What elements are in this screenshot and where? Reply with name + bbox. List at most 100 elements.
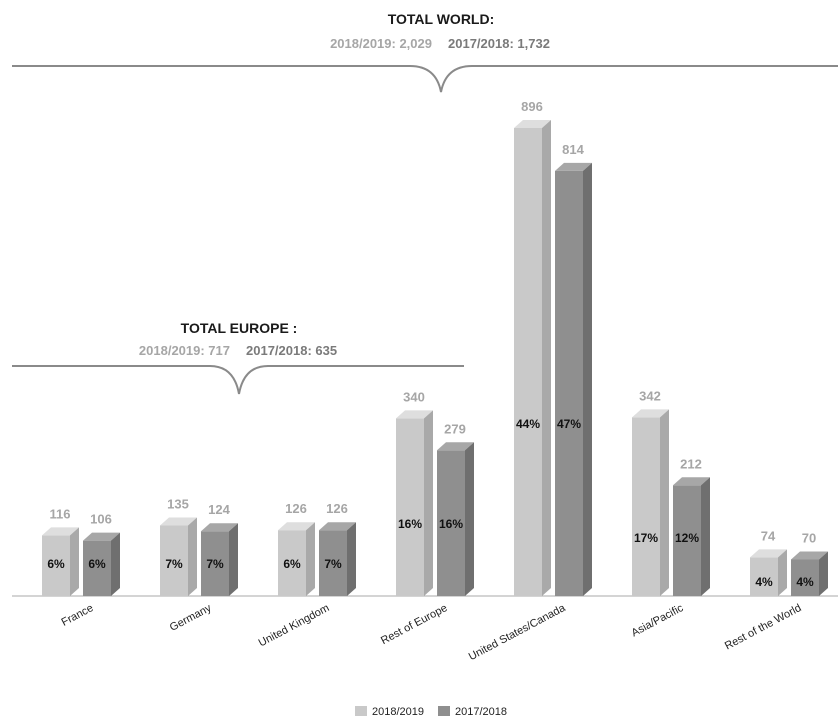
bar-front — [42, 535, 70, 596]
value-label: 212 — [680, 456, 702, 471]
category-label: Asia/Pacific — [630, 602, 686, 640]
bar-front — [319, 530, 347, 596]
bar-side — [778, 549, 787, 596]
bar-top — [750, 549, 787, 558]
value-label: 814 — [562, 142, 584, 157]
bar-france-2018 — [42, 527, 79, 596]
value-label: 340 — [403, 389, 425, 404]
bar-front — [791, 559, 819, 596]
bar-side — [424, 410, 433, 596]
bar-side — [542, 120, 551, 596]
value-label: 116 — [50, 506, 71, 521]
world-total-title: TOTAL WORLD: — [388, 11, 495, 27]
bar-side — [111, 532, 120, 596]
bar-front — [437, 450, 465, 596]
percent-label: 17% — [634, 531, 658, 545]
europe-total-2018: 2018/2019: 717 — [139, 343, 230, 358]
bar-top — [437, 442, 474, 451]
bar-side — [347, 522, 356, 596]
percent-label: 16% — [398, 517, 422, 531]
bar-rest-of-the-world-2018 — [750, 549, 787, 596]
bar-united-kingdom-2018 — [278, 522, 315, 596]
world-total-2017: 2017/2018: 1,732 — [448, 36, 550, 51]
legend-label-2018: 2018/2019 — [372, 706, 424, 717]
bar-side — [188, 517, 197, 596]
bar-front — [160, 525, 188, 596]
bar-asia-pacific-2017 — [673, 477, 710, 596]
value-label: 896 — [521, 99, 543, 114]
bar-top — [83, 532, 120, 541]
bar-top — [42, 527, 79, 536]
bar-side — [660, 409, 669, 596]
percent-label: 4% — [796, 575, 814, 589]
bar-top — [396, 410, 433, 419]
percent-label: 7% — [206, 557, 224, 571]
bar-side — [306, 522, 315, 596]
bar-top — [278, 522, 315, 531]
europe-total-2017: 2017/2018: 635 — [246, 343, 337, 358]
bar-top — [319, 522, 356, 531]
europe-total-subtitle: 2018/2019: 717 2017/2018: 635 — [139, 343, 337, 358]
value-label: 135 — [167, 496, 189, 511]
bar-side — [70, 527, 79, 596]
bar-top — [791, 551, 828, 560]
value-label: 342 — [639, 388, 661, 403]
world-brace — [12, 65, 838, 93]
bar-front — [555, 170, 583, 596]
bar-side — [583, 162, 592, 596]
bar-france-2017 — [83, 532, 120, 596]
percent-label: 4% — [755, 575, 773, 589]
bar-top — [673, 477, 710, 486]
europe-brace — [12, 365, 464, 395]
percent-label: 7% — [165, 557, 183, 571]
legend-swatch-2017 — [438, 706, 450, 716]
category-label: France — [60, 602, 96, 629]
bar-side — [465, 442, 474, 596]
world-total-subtitle: 2018/2019: 2,029 2017/2018: 1,732 — [330, 36, 550, 51]
percent-label: 44% — [516, 417, 540, 431]
category-label: United Kingdom — [257, 602, 332, 649]
value-label: 126 — [285, 501, 307, 516]
bar-side — [701, 477, 710, 596]
value-label: 124 — [208, 502, 230, 517]
value-label: 126 — [326, 501, 348, 516]
bar-front — [278, 530, 306, 596]
percent-label: 6% — [88, 557, 106, 571]
bar-top — [514, 120, 551, 128]
bar-front — [632, 417, 660, 596]
bar-front — [201, 531, 229, 596]
bar-united-states-canada-2017 — [555, 162, 592, 596]
bar-front — [673, 485, 701, 596]
bar-top — [555, 162, 592, 171]
bar-side — [819, 551, 828, 596]
percent-label: 6% — [47, 557, 65, 571]
category-label: United States/Canada — [467, 602, 568, 664]
bar-rest-of-europe-2018 — [396, 410, 433, 596]
percent-label: 6% — [283, 557, 301, 571]
percent-label: 7% — [324, 557, 342, 571]
bar-asia-pacific-2018 — [632, 409, 669, 596]
category-label: Rest of the World — [723, 602, 803, 652]
percent-label: 12% — [675, 531, 699, 545]
bar-front — [514, 128, 542, 596]
value-label: 279 — [444, 421, 466, 436]
value-label: 74 — [761, 528, 776, 543]
bar-rest-of-europe-2017 — [437, 442, 474, 596]
percent-label: 16% — [439, 517, 463, 531]
europe-total-title: TOTAL EUROPE : — [181, 320, 298, 336]
bar-side — [229, 523, 238, 596]
world-total-2018: 2018/2019: 2,029 — [330, 36, 432, 51]
bar-united-states-canada-2018 — [514, 120, 551, 596]
value-label: 70 — [802, 530, 816, 545]
bar-rest-of-the-world-2017 — [791, 551, 828, 596]
legend-swatch-2018 — [355, 706, 367, 716]
bar-germany-2018 — [160, 517, 197, 596]
bars-group — [42, 120, 828, 596]
bar-top — [632, 409, 669, 418]
bar-top — [160, 517, 197, 526]
bar-united-kingdom-2017 — [319, 522, 356, 596]
bar-front — [83, 540, 111, 596]
value-label: 106 — [90, 512, 112, 527]
bar-top — [201, 523, 238, 532]
